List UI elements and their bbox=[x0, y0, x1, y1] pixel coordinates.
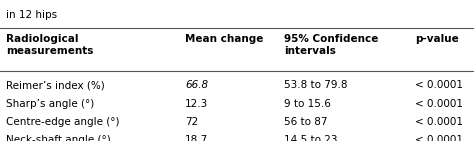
Text: Radiological
measurements: Radiological measurements bbox=[6, 34, 93, 56]
Text: 72: 72 bbox=[185, 117, 198, 127]
Text: 53.8 to 79.8: 53.8 to 79.8 bbox=[284, 80, 348, 90]
Text: Mean change: Mean change bbox=[185, 34, 263, 44]
Text: 56 to 87: 56 to 87 bbox=[284, 117, 328, 127]
Text: p-value: p-value bbox=[415, 34, 458, 44]
Text: Sharp’s angle (°): Sharp’s angle (°) bbox=[6, 99, 94, 109]
Text: 18.7: 18.7 bbox=[185, 135, 208, 141]
Text: < 0.0001: < 0.0001 bbox=[415, 135, 463, 141]
Text: in 12 hips: in 12 hips bbox=[6, 10, 57, 20]
Text: Centre-edge angle (°): Centre-edge angle (°) bbox=[6, 117, 119, 127]
Text: Neck-shaft angle (°): Neck-shaft angle (°) bbox=[6, 135, 110, 141]
Text: Reimer’s index (%): Reimer’s index (%) bbox=[6, 80, 104, 90]
Text: 12.3: 12.3 bbox=[185, 99, 208, 109]
Text: < 0.0001: < 0.0001 bbox=[415, 99, 463, 109]
Text: 9 to 15.6: 9 to 15.6 bbox=[284, 99, 331, 109]
Text: < 0.0001: < 0.0001 bbox=[415, 80, 463, 90]
Text: < 0.0001: < 0.0001 bbox=[415, 117, 463, 127]
Text: 66.8: 66.8 bbox=[185, 80, 208, 90]
Text: 14.5 to 23: 14.5 to 23 bbox=[284, 135, 338, 141]
Text: 95% Confidence
intervals: 95% Confidence intervals bbox=[284, 34, 379, 56]
